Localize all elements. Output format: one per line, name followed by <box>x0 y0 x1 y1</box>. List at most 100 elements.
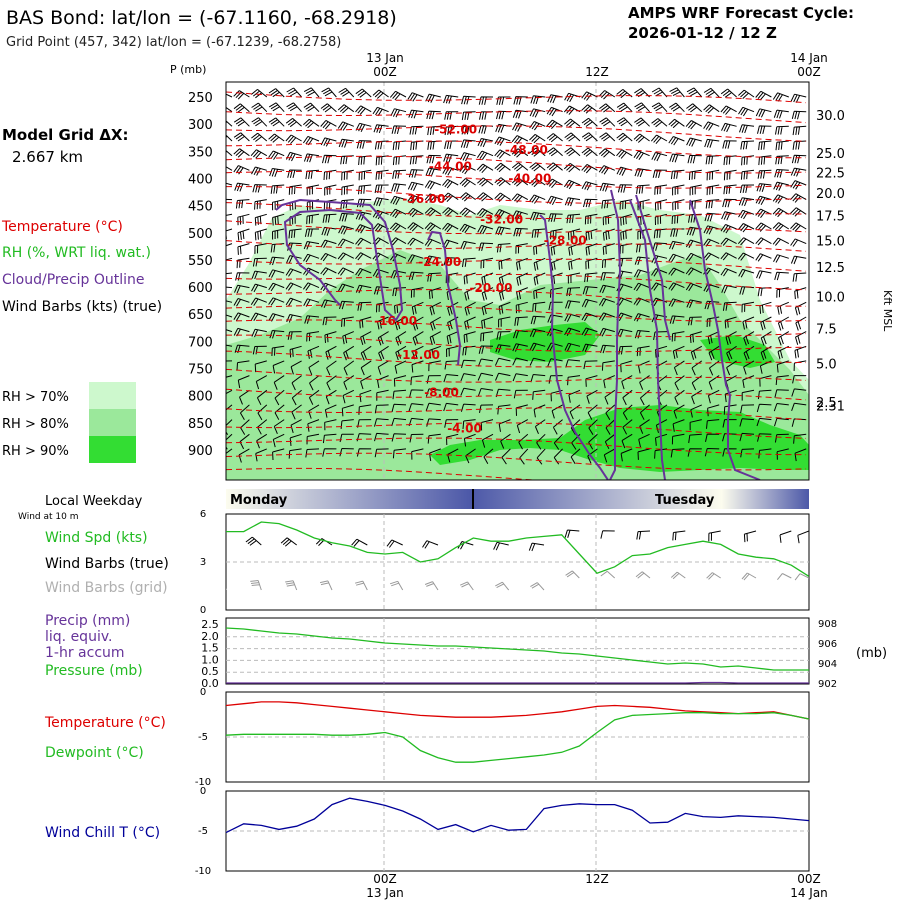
surface-wind-barb <box>743 530 757 543</box>
wind-barb <box>603 448 616 463</box>
wind-barb <box>233 165 250 175</box>
legend-sfc-temperature: Temperature (°C) <box>44 715 166 731</box>
surface-wind-barb-grid <box>670 571 686 580</box>
wind-barb <box>412 316 424 331</box>
wind-barb <box>444 125 459 136</box>
wind-barb <box>355 105 372 115</box>
wind-barb <box>511 162 529 172</box>
wind-barb <box>758 140 772 151</box>
wind-barb <box>604 389 616 405</box>
wind-barb <box>581 327 598 336</box>
wind-barb <box>550 228 563 240</box>
wind-barb <box>389 90 407 101</box>
wind-barb <box>356 448 372 457</box>
wind-barb <box>494 149 511 159</box>
wind-barb <box>355 122 372 133</box>
wind-barb <box>338 87 355 98</box>
wind-barb <box>272 360 285 374</box>
wind-barb <box>459 207 476 217</box>
wind-barb <box>791 388 807 397</box>
wind-barb <box>740 140 755 150</box>
wind-barb <box>722 198 737 208</box>
wind-barb <box>634 117 650 127</box>
wind-barb <box>411 301 424 315</box>
surface-wind-barb-grid <box>741 572 757 581</box>
temperature-contour <box>226 334 807 353</box>
wind-barb <box>773 181 789 191</box>
wind-barb <box>532 301 546 312</box>
wind-barb <box>567 228 581 241</box>
wind-barb <box>359 316 372 329</box>
wind-barb <box>250 297 267 306</box>
pressure-tick: 700 <box>188 335 213 350</box>
wind-barb <box>235 199 250 209</box>
wind-barb <box>738 106 755 117</box>
wind-barb <box>226 389 233 395</box>
wind-barb <box>511 177 529 187</box>
wind-barb <box>323 169 337 181</box>
wind-barb <box>688 316 702 326</box>
wind-barb <box>478 242 494 252</box>
wind-barb <box>756 417 772 427</box>
windchill-tick-labels: -10 -5 0 <box>195 786 211 877</box>
wind-barb <box>583 360 598 370</box>
wind-barb <box>390 195 407 206</box>
wind-barb <box>567 272 581 284</box>
wind-barb <box>703 104 720 114</box>
surface-wind-barb <box>226 544 227 545</box>
temperature-contour <box>226 220 807 235</box>
windchill-tick: -10 <box>195 866 211 877</box>
temperature-contour <box>226 289 807 307</box>
temperature-contour <box>226 91 807 104</box>
temperature-contour-label: -12.00 <box>397 348 440 362</box>
wind-barb <box>634 168 650 178</box>
rh70-label: RH > 70% <box>2 390 69 405</box>
wind-barb <box>760 316 772 331</box>
wind-barb <box>252 257 267 267</box>
wind-speed-series <box>226 521 809 577</box>
temperature-contour-label: -16.00 <box>374 314 417 328</box>
wind-barb <box>237 228 250 241</box>
wind-barb <box>459 192 476 202</box>
model-grid-value: 2.667 km <box>12 148 83 166</box>
wind-barb <box>739 124 755 134</box>
wind-barb <box>494 136 511 146</box>
temperature-contour-labels: -52.00 -48.00 -44.00 -40.00 -36.00 -32.00 -28.… <box>374 123 587 436</box>
wind-barb <box>476 150 494 160</box>
wind-barb <box>616 102 633 113</box>
wind-barb <box>529 342 546 352</box>
wind-barb <box>326 360 337 376</box>
wind-barb <box>321 299 337 308</box>
wind-barb <box>254 243 267 254</box>
wind-barb <box>355 237 372 246</box>
wind-barb <box>429 331 442 346</box>
wind-barb <box>794 448 807 462</box>
wind-barb <box>705 433 720 443</box>
wind-barb <box>639 389 650 406</box>
wind-barb <box>408 109 424 119</box>
wind-barb <box>427 140 441 150</box>
wind-barb <box>407 181 424 191</box>
temperature-contour <box>226 304 807 322</box>
temperature-contour <box>226 319 807 338</box>
wind-barb <box>268 297 285 306</box>
wind-speed-tick: 3 <box>200 557 206 568</box>
wind-barb <box>393 375 407 387</box>
wind-barb <box>424 207 442 217</box>
wind-barb <box>790 207 807 217</box>
wind-barb <box>496 110 511 120</box>
surface-wind-barb <box>708 530 721 542</box>
wind-barb <box>516 257 528 271</box>
wind-barb <box>757 433 772 442</box>
wind-barb <box>372 89 389 99</box>
wind-barb <box>563 162 581 173</box>
wind-barb <box>636 184 650 194</box>
wind-barb <box>268 150 285 160</box>
wind-barb <box>302 282 320 291</box>
wind-barb <box>288 228 302 239</box>
height-axis-title: Kft MSL <box>881 290 894 332</box>
wind-barb <box>496 243 511 253</box>
wind-barb <box>600 272 615 281</box>
wind-barb <box>303 87 320 98</box>
wind-barb <box>564 118 581 128</box>
